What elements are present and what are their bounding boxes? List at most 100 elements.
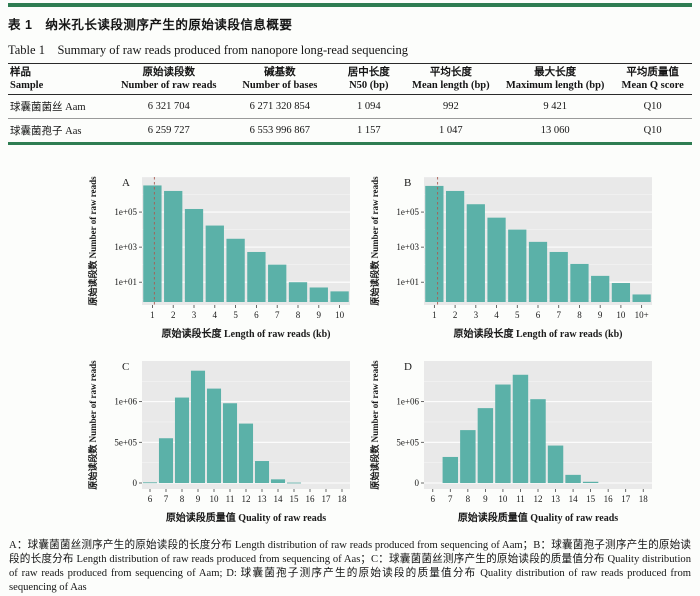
svg-text:1e+05: 1e+05 (396, 207, 419, 217)
cell-n50: 1 094 (356, 101, 381, 113)
svg-text:5e+05: 5e+05 (114, 438, 137, 448)
col-header-raw-reads: 原始读段数 Number of raw reads (120, 67, 217, 92)
svg-text:7: 7 (556, 310, 561, 320)
svg-text:1e+03: 1e+03 (114, 242, 137, 252)
top-rule (8, 3, 692, 7)
chart-A-length-distribution-aam: 1e+01 1e+03 1e+05 1 2 3 4 5 6 7 8 9 10 原始读段长度 Length … (84, 165, 356, 343)
cell-raw-reads: 6 321 704 (147, 101, 190, 113)
table-header-row: 样品 Sample 原始读段数 Number of raw reads 碱基数 … (8, 64, 692, 95)
table-title-zh: 表 1 纳米孔长读段测序产生的原始读段信息概要 (8, 18, 293, 32)
svg-text:9: 9 (196, 494, 201, 504)
svg-text:C: C (122, 361, 129, 373)
svg-text:6: 6 (431, 494, 436, 504)
svg-text:13: 13 (258, 494, 268, 504)
col-header-max-length: 最大长度 Maximum length (bp) (505, 67, 605, 92)
svg-text:B: B (404, 177, 411, 189)
col-header-bases: 碱基数 Number of bases (242, 67, 318, 92)
svg-text:18: 18 (639, 494, 649, 504)
col-header-q-score: 平均质量值 Mean Q score (621, 67, 684, 92)
svg-text:14: 14 (274, 494, 284, 504)
svg-text:16: 16 (306, 494, 316, 504)
svg-text:17: 17 (322, 494, 332, 504)
svg-text:6: 6 (254, 310, 259, 320)
cell-raw-reads: 6 259 727 (147, 125, 190, 137)
svg-text:8: 8 (180, 494, 185, 504)
cell-bases: 6 271 320 854 (249, 101, 311, 113)
svg-text:7: 7 (164, 494, 169, 504)
svg-text:8: 8 (296, 310, 301, 320)
svg-text:原始读段数 Number of raw reads: 原始读段数 Number of raw reads (87, 176, 98, 306)
svg-text:10: 10 (616, 310, 626, 320)
svg-text:1e+05: 1e+05 (114, 207, 137, 217)
svg-text:原始读段质量值 Quality of raw reads: 原始读段质量值 Quality of raw reads (458, 511, 618, 524)
svg-text:13: 13 (551, 494, 561, 504)
cell-sample: 球囊菌菌丝 Aam (10, 102, 86, 114)
svg-text:9: 9 (598, 310, 603, 320)
svg-text:5: 5 (515, 310, 520, 320)
svg-text:8: 8 (577, 310, 582, 320)
svg-text:7: 7 (275, 310, 280, 320)
cell-n50: 1 157 (356, 125, 381, 137)
svg-text:10+: 10+ (635, 310, 649, 320)
svg-text:11: 11 (226, 494, 235, 504)
svg-text:2: 2 (171, 310, 176, 320)
svg-text:4: 4 (494, 310, 499, 320)
cell-mean-length: 1 047 (439, 125, 463, 137)
svg-text:10: 10 (498, 494, 508, 504)
svg-text:1e+06: 1e+06 (396, 397, 419, 407)
table-title-en: Table 1 Summary of raw reads produced fr… (8, 43, 409, 57)
svg-text:1: 1 (150, 310, 155, 320)
chart-D-quality-distribution-aas: 0 5e+05 1e+06 6 7 8 9 10 11 12 13 14 15 16 17 18 原始读段质量值… (366, 349, 658, 527)
col-header-mean-length: 平均长度 Mean length (bp) (412, 67, 490, 92)
svg-text:1e+06: 1e+06 (114, 397, 137, 407)
table-row: 球囊菌孢子 Aas 6 259 727 6 553 996 867 1 157 … (8, 119, 692, 144)
cell-q-score: Q10 (643, 125, 662, 137)
cell-q-score: Q10 (643, 101, 662, 113)
svg-text:D: D (404, 361, 412, 373)
svg-text:原始读段数 Number of raw reads: 原始读段数 Number of raw reads (87, 360, 98, 490)
svg-text:1e+01: 1e+01 (396, 277, 419, 287)
svg-text:5e+05: 5e+05 (396, 438, 419, 448)
svg-text:1e+01: 1e+01 (114, 277, 137, 287)
svg-text:15: 15 (290, 494, 300, 504)
svg-text:9: 9 (317, 310, 322, 320)
svg-text:0: 0 (415, 478, 420, 488)
figure-panel: 1e+01 1e+03 1e+05 1 2 3 4 5 6 7 8 9 10 原始读段长度 Length … (84, 165, 700, 527)
svg-text:A: A (122, 177, 130, 189)
cell-sample: 球囊菌孢子 Aas (10, 126, 82, 138)
svg-text:6: 6 (148, 494, 153, 504)
svg-text:原始读段长度 Length of raw reads (k: 原始读段长度 Length of raw reads (kb) (162, 327, 331, 340)
svg-text:15: 15 (586, 494, 596, 504)
svg-text:原始读段长度 Length of raw reads (k: 原始读段长度 Length of raw reads (kb) (454, 327, 623, 340)
svg-text:10: 10 (210, 494, 220, 504)
col-header-sample: 样品 Sample (10, 67, 44, 92)
svg-text:6: 6 (536, 310, 541, 320)
cell-max-length: 13 060 (540, 125, 570, 137)
svg-text:8: 8 (466, 494, 471, 504)
svg-text:12: 12 (242, 494, 251, 504)
svg-text:17: 17 (621, 494, 631, 504)
svg-text:原始读段质量值 Quality of raw reads: 原始读段质量值 Quality of raw reads (166, 511, 326, 524)
svg-text:1: 1 (432, 310, 437, 320)
svg-text:4: 4 (213, 310, 218, 320)
svg-text:14: 14 (569, 494, 579, 504)
svg-text:原始读段数 Number of raw reads: 原始读段数 Number of raw reads (369, 360, 380, 490)
svg-text:9: 9 (483, 494, 488, 504)
figure-caption: A：球囊菌菌丝测序产生的原始读段的长度分布 Length distributio… (9, 540, 691, 594)
svg-text:18: 18 (338, 494, 348, 504)
svg-text:16: 16 (604, 494, 614, 504)
chart-C-quality-distribution-aam: 0 5e+05 1e+06 6 7 8 9 10 11 12 13 14 15 16 17 18 原始读段质量值… (84, 349, 356, 527)
svg-text:0: 0 (133, 478, 138, 488)
table-row: 球囊菌菌丝 Aam 6 321 704 6 271 320 854 1 094 … (8, 95, 692, 119)
col-header-n50: 居中长度 N50 (bp) (347, 67, 390, 92)
cell-bases: 6 553 996 867 (249, 125, 311, 137)
svg-text:7: 7 (448, 494, 453, 504)
summary-table: 样品 Sample 原始读段数 Number of raw reads 碱基数 … (8, 63, 692, 146)
svg-text:2: 2 (453, 310, 458, 320)
chart-B-length-distribution-aas: 1e+01 1e+03 1e+05 1 2 3 4 5 6 7 8 9 10 10+ 原始读段长度 Leng… (366, 165, 658, 343)
svg-text:10: 10 (335, 310, 345, 320)
svg-text:5: 5 (233, 310, 238, 320)
cell-max-length: 9 421 (543, 101, 567, 113)
cell-mean-length: 992 (442, 101, 459, 113)
svg-text:12: 12 (534, 494, 543, 504)
